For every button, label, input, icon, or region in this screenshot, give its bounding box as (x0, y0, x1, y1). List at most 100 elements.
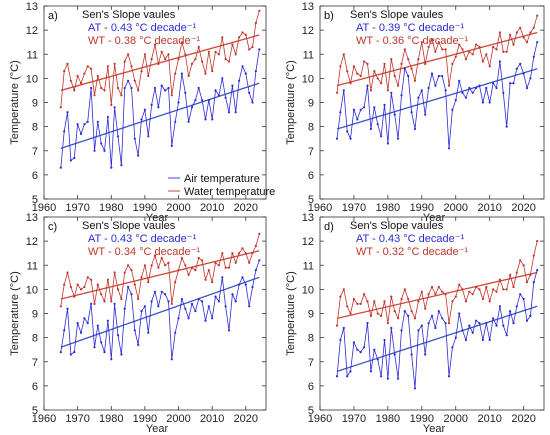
water-temperature-point (224, 58, 227, 61)
air-temperature-point (451, 108, 454, 111)
y-tick-label: 10 (26, 73, 38, 85)
air-temperature-point (100, 142, 103, 145)
water-temperature-point (116, 86, 120, 90)
water-temperature-point (536, 14, 539, 17)
water-temperature-point (86, 65, 89, 68)
water-temperature-point (386, 322, 389, 325)
air-temperature-point (93, 149, 96, 152)
air-temperature-point (380, 375, 383, 378)
y-tick-label: 7 (308, 146, 314, 158)
water-temperature-point (522, 36, 525, 39)
x-axis-label: Year (146, 212, 169, 224)
air-temperature-point (86, 120, 89, 123)
air-temperature-point (519, 293, 522, 296)
air-temperature-point (170, 144, 173, 147)
air-temperature-point (502, 324, 505, 327)
air-temperature-point (211, 118, 214, 121)
x-axis-label: Year (423, 423, 446, 435)
air-temperature-point (369, 370, 372, 373)
air-temperature-point (393, 113, 396, 116)
water-temperature-point (356, 302, 359, 305)
air-temperature-point (366, 84, 369, 87)
air-temperature-point (103, 351, 106, 354)
air-temperature-point (356, 348, 359, 351)
air-temperature-point (234, 111, 237, 114)
air-temperature-point (143, 108, 146, 111)
water-temperature-point (519, 26, 522, 29)
water-temperature-point (90, 67, 93, 70)
air-temperature-point (160, 84, 163, 87)
water-temperature-point (532, 26, 535, 29)
y-tick-label: 13 (26, 1, 38, 13)
air-temperature-point (342, 326, 345, 330)
water-temperature-point (525, 281, 529, 284)
air-temperature-point (180, 72, 183, 75)
air-temperature-point (221, 276, 224, 279)
water-temperature-point (505, 288, 508, 291)
x-axis-label: Year (146, 423, 169, 435)
water-temperature-point (464, 58, 467, 61)
air-temperature-point (197, 297, 200, 301)
water-temperature-point (471, 293, 474, 296)
air-temperature-point (150, 300, 153, 303)
air-temperature-point (444, 322, 447, 325)
air-temperature-point (69, 353, 72, 356)
air-temperature-point (241, 276, 244, 279)
air-temperature-point (157, 305, 160, 308)
water-temperature-point (393, 74, 396, 78)
air-temperature-point (509, 310, 512, 313)
air-slope-annotation: AT - 0.43 °C decade⁻¹ (88, 22, 197, 34)
water-temperature-point (478, 288, 481, 291)
water-temperature-point (207, 269, 210, 272)
y-tick-label: 6 (32, 170, 38, 182)
water-temperature-point (522, 264, 525, 267)
water-temperature-point (512, 43, 515, 46)
air-temperature-point (66, 111, 69, 114)
water-temperature-point (427, 45, 430, 49)
air-temperature-point (177, 317, 180, 320)
y-tick-label: 7 (308, 357, 314, 369)
water-temperature-point (174, 72, 177, 75)
water-temperature-point (157, 62, 160, 65)
water-temperature-point (437, 285, 440, 289)
y-tick-label: 7 (32, 146, 38, 158)
water-temperature-point (79, 82, 83, 85)
air-temperature-point (458, 312, 461, 315)
water-temperature-point (106, 278, 109, 281)
air-temperature-point (96, 324, 99, 327)
water-temperature-point (76, 74, 79, 78)
water-temperature-point (160, 256, 163, 260)
water-slope-annotation: WT - 0.34 °C decade⁻¹ (88, 246, 200, 258)
panel-label: c) (48, 221, 57, 233)
air-temperature-point (376, 358, 379, 361)
water-temperature-point (76, 283, 79, 286)
water-temperature-point (96, 283, 99, 286)
air-temperature-point (509, 82, 512, 85)
water-temperature-point (241, 247, 244, 250)
air-temperature-point (407, 74, 410, 78)
air-temperature-point (100, 341, 103, 344)
water-temperature-point (400, 297, 403, 301)
water-temperature-point (241, 31, 244, 34)
water-temperature-point (532, 254, 535, 257)
air-temperature-point (251, 101, 254, 104)
water-temperature-point (177, 269, 180, 272)
water-trend-line (60, 34, 260, 92)
water-temperature-point (369, 89, 372, 92)
y-axis-label: Temperature (°C) (9, 271, 21, 355)
water-temperature-point (180, 41, 183, 44)
air-temperature-point (238, 79, 241, 82)
air-temperature-point (214, 89, 217, 92)
water-temperature-point (451, 62, 454, 65)
air-temperature-point (434, 84, 437, 87)
air-temperature-series-line (60, 260, 260, 360)
water-temperature-point (110, 300, 113, 303)
water-temperature-point (201, 60, 204, 63)
water-temperature-point (93, 302, 96, 305)
air-temperature-point (468, 324, 471, 327)
x-tick-label: 1980 (99, 202, 123, 214)
water-temperature-point (380, 82, 383, 85)
water-temperature-point (488, 65, 491, 68)
air-temperature-point (59, 166, 62, 169)
water-temperature-point (221, 36, 224, 39)
